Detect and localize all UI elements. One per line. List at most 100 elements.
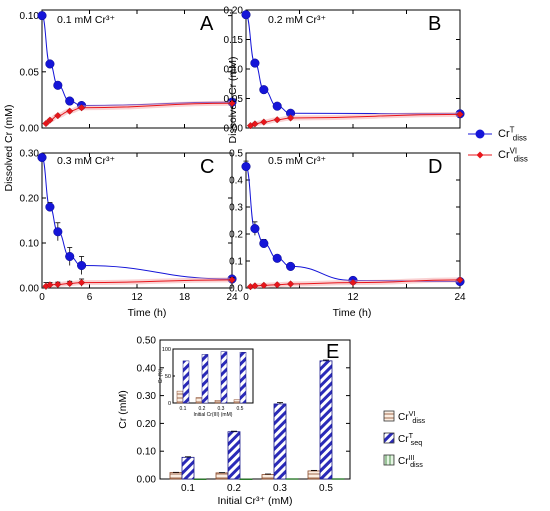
data-point [228,99,236,107]
data-point [46,281,54,289]
x-tick-label: 6 [87,292,93,303]
x-tick-label: 24 [454,292,466,303]
x-tick-label: 0.5 [319,483,333,494]
bar [273,403,287,480]
data-point [65,251,75,262]
inset-bar [214,400,222,404]
inset-y-axis-label: Cr (%) [158,368,164,383]
x-tick-label: 0.3 [273,483,287,494]
bar [227,431,241,480]
x-tick-label: 18 [179,292,191,303]
data-point [272,101,282,111]
inset-x-tick-label: 0.3 [218,406,225,412]
data-point [37,11,47,21]
data-point [53,227,63,237]
legend-label: CrT seq [398,431,422,447]
y-tick-label: 0.0 [229,284,243,295]
data-point [260,281,268,289]
data-point [286,261,296,271]
data-point [251,282,259,290]
y-tick-label: 0.00 [20,124,40,135]
data-point [53,80,63,90]
y-tick-label: 0.10 [20,239,40,250]
data-point [456,276,464,284]
data-point [250,224,260,234]
bar [181,456,195,480]
inset-x-tick-label: 0.2 [199,406,206,412]
x-axis-label-right: Time (h) [333,307,372,319]
data-point [54,112,62,120]
legend-label: CrT diss [498,126,527,143]
y-tick-label: 0.4 [229,176,243,187]
data-point [77,260,87,271]
data-point [228,276,236,284]
data-point [260,118,268,126]
x-tick-label: 0 [39,292,45,303]
data-point [273,116,281,124]
bar [319,360,333,480]
y-axis-label-left: Dissolved Cr (mM) [3,105,15,192]
data-point [42,119,50,128]
x-tick-label: 0.2 [227,483,241,494]
y-tick-label: 0.15 [224,35,244,46]
y-tick-label: 0.00 [137,475,157,486]
inset-x-tick-label: 0.5 [237,406,244,412]
data-point [251,120,259,128]
legend-label: CrVI diss [398,409,426,425]
y-tick-label: 0.30 [20,149,40,160]
series-line [245,166,461,283]
y-tick-label: 0.1 [229,257,243,268]
y-tick-label: 0.05 [224,94,244,105]
bar [239,478,253,481]
y-tick-label: 0.00 [224,124,244,135]
bar [169,472,183,480]
data-point [287,114,295,122]
y-tick-label: 0.5 [229,149,243,160]
inset-bar [239,351,247,404]
x-axis-label-left: Time (h) [128,307,167,319]
data-point [349,279,357,287]
legend-swatch [383,432,395,444]
data-point [272,253,282,263]
y-tick-label: 0.2 [229,230,243,241]
panel-letter: C [200,156,214,178]
y-axis-label: Cr (mM) [117,390,129,428]
panel-a: 0.00 0.05 0.10 0.1 mM Cr³⁺ A [20,9,237,135]
y-tick-label: 0.20 [137,419,157,430]
legend-top: CrT diss CrVI diss [468,126,528,164]
y-tick-label: 0.20 [224,6,244,17]
x-tick-label: 12 [347,292,359,303]
inset-bar [195,397,203,404]
legend-swatch [383,454,395,466]
inset-bar [182,360,190,404]
legend-swatch [383,410,395,422]
data-point [66,107,74,115]
data-point [54,280,62,288]
x-tick-label: 12 [131,292,143,303]
data-point [241,161,251,172]
series-band [250,111,461,129]
y-tick-label: 0.10 [137,447,157,458]
data-point [241,10,251,20]
data-point [65,96,75,106]
y-tick-label: 0.05 [20,67,40,78]
panel-c: 0.00 0.10 0.20 0.30 0 6 12 18 24 0.3 mM Cr³⁺ C [20,149,238,304]
data-point [456,110,464,119]
y-tick-label: 0.3 [229,203,243,214]
data-point [78,104,86,112]
data-point [287,280,295,288]
panel-letter: B [428,13,441,35]
y-tick-label: 0.10 [20,11,40,22]
legend-label: CrVI diss [498,147,528,164]
inset-x-tick-label: 0.1 [180,406,187,412]
x-axis-label: Initial Cr³⁺ (mM) [218,495,293,507]
data-point [78,279,86,287]
data-point [273,281,281,289]
bar [307,470,321,480]
bar [331,478,345,480]
panel-title: 0.2 mM Cr³⁺ [268,14,327,26]
data-point [37,152,47,163]
bar [193,478,207,481]
y-tick-label: 0.30 [137,391,157,402]
